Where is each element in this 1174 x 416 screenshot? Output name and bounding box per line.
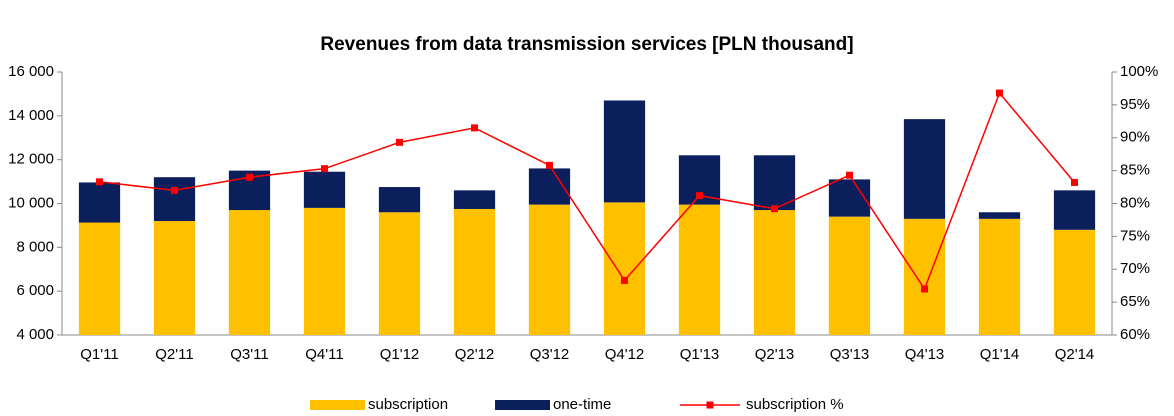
x-tick-label: Q2'13 [755, 346, 795, 363]
line-marker [171, 186, 178, 194]
bar [978, 212, 1021, 219]
y-tick-label: 12 000 [8, 151, 54, 168]
x-tick-label: Q3'11 [230, 346, 268, 363]
x-tick-label: Q3'13 [830, 346, 870, 363]
legend-label: subscription % [746, 396, 844, 413]
y2-tick-label: 65% [1120, 293, 1150, 310]
bar [78, 182, 121, 223]
bar [228, 210, 271, 335]
line-marker [771, 205, 778, 213]
bar [528, 204, 571, 335]
bar [453, 190, 496, 209]
bar [828, 216, 871, 335]
line-marker [96, 178, 103, 186]
line-marker [246, 173, 253, 181]
bar [453, 208, 496, 335]
bar [153, 177, 196, 222]
y-tick-label: 14 000 [8, 107, 54, 124]
line-marker [921, 285, 928, 293]
line-marker [321, 165, 328, 173]
line [99, 91, 1076, 291]
bar [153, 221, 196, 335]
line-marker [396, 138, 403, 146]
x-tick-label: Q2'12 [455, 346, 495, 363]
legend-label: one-time [553, 396, 611, 413]
legend-swatch [495, 400, 550, 410]
x-tick-label: Q4'13 [905, 346, 945, 363]
line-marker [471, 124, 478, 132]
bar [303, 207, 346, 335]
line-marker [1071, 178, 1078, 186]
legend-swatch [310, 400, 365, 410]
bar [828, 179, 871, 217]
bar [753, 210, 796, 335]
legend-label: subscription [368, 396, 448, 413]
x-tick-label: Q1'13 [680, 346, 720, 363]
x-tick-label: Q3'12 [530, 346, 570, 363]
x-tick-label: Q1'11 [80, 346, 118, 363]
bar [378, 212, 421, 335]
x-tick-label: Q4'12 [605, 346, 645, 363]
y2-tick-label: 60% [1120, 326, 1150, 343]
bar [903, 218, 946, 335]
x-tick-label: Q1'12 [380, 346, 420, 363]
y2-tick-label: 95% [1120, 96, 1150, 113]
line-marker [996, 89, 1003, 97]
chart-title: Revenues from data transmission services… [320, 34, 853, 55]
y2-tick-label: 75% [1120, 227, 1150, 244]
bar [603, 202, 646, 335]
y-tick-label: 6 000 [16, 282, 54, 299]
y-tick-label: 10 000 [8, 194, 54, 211]
x-tick-label: Q1'14 [980, 346, 1020, 363]
x-tick-label: Q4'11 [305, 346, 343, 363]
bar [603, 100, 646, 203]
y-tick-label: 4 000 [16, 326, 54, 343]
y2-tick-label: 80% [1120, 194, 1150, 211]
legend-marker [706, 401, 714, 409]
line-marker [621, 276, 628, 284]
bar [378, 187, 421, 213]
bar [1053, 190, 1096, 230]
x-tick-label: Q2'14 [1055, 346, 1095, 363]
y2-tick-label: 85% [1120, 162, 1150, 179]
bar [78, 222, 121, 335]
bar [903, 119, 946, 219]
y2-tick-label: 70% [1120, 260, 1150, 277]
y2-tick-label: 100% [1120, 63, 1158, 80]
line-marker [546, 161, 553, 169]
y-tick-label: 8 000 [16, 238, 54, 255]
line-marker [696, 192, 703, 200]
bar [978, 218, 1021, 335]
bar [753, 155, 796, 211]
x-tick-label: Q2'11 [155, 346, 193, 363]
y2-tick-label: 90% [1120, 129, 1150, 146]
bar [303, 171, 346, 208]
bar [678, 204, 721, 335]
line-marker [846, 171, 853, 179]
bar [1053, 229, 1096, 335]
y-tick-label: 16 000 [8, 63, 54, 80]
